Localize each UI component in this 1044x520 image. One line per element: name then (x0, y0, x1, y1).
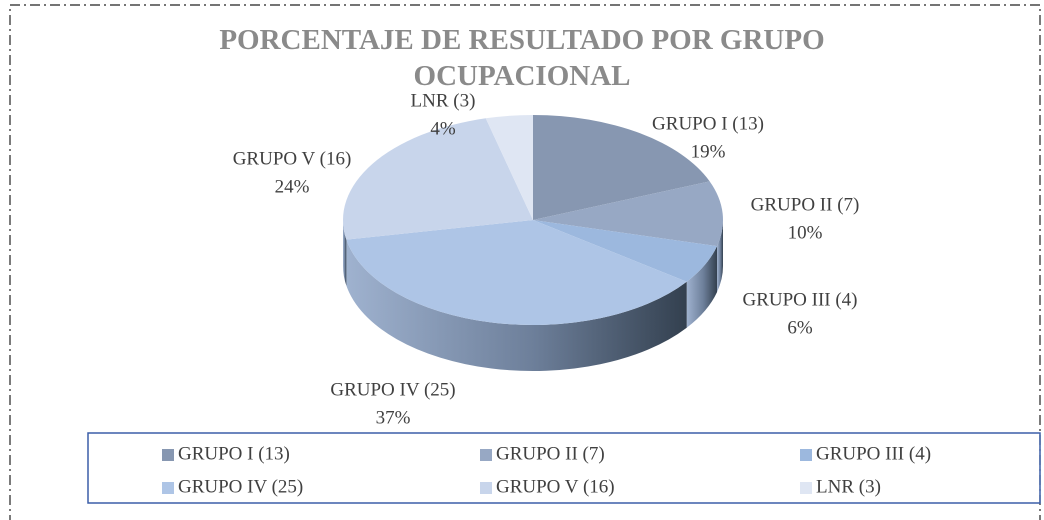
pie-side (686, 246, 718, 328)
legend-label: LNR (3) (816, 476, 881, 497)
legend-label: GRUPO II (7) (496, 443, 605, 464)
pie-side (343, 220, 347, 286)
data-label-name: GRUPO III (4) (742, 289, 857, 310)
data-label-name: GRUPO V (16) (233, 148, 352, 169)
chart-title: PORCENTAJE DE RESULTADO POR GRUPO OCUPAC… (219, 24, 825, 92)
data-label-name: GRUPO II (7) (751, 194, 860, 215)
legend-swatch (480, 449, 492, 461)
pie-side (346, 239, 687, 371)
data-label-value: 24% (275, 176, 310, 197)
legend-box (87, 432, 1041, 504)
legend-label: GRUPO I (13) (178, 443, 290, 464)
pie-slice (343, 118, 533, 240)
data-label-value: 4% (430, 118, 456, 139)
data-label-value: 19% (691, 141, 726, 162)
pie-slice (485, 115, 533, 220)
pie-slice (533, 220, 718, 282)
pie-side (717, 220, 723, 293)
data-label-value: 10% (788, 222, 823, 243)
legend-label: GRUPO III (4) (816, 443, 931, 464)
legend-label: GRUPO IV (25) (178, 476, 303, 497)
pie-slice (346, 220, 687, 325)
data-label-name: LNR (3) (411, 90, 476, 111)
data-label-name: GRUPO I (13) (652, 113, 764, 134)
legend-swatch (800, 449, 812, 461)
pie-slice (533, 181, 724, 247)
legend-swatch (162, 449, 174, 461)
legend-swatch (162, 482, 174, 494)
frame (9, 4, 1041, 520)
data-label-value: 6% (787, 317, 813, 338)
legend-label: GRUPO V (16) (496, 476, 615, 497)
data-label-name: GRUPO IV (25) (330, 379, 455, 400)
pie-slice (533, 115, 710, 220)
legend-swatch (480, 482, 492, 494)
data-label-value: 37% (376, 407, 411, 428)
legend-swatch (800, 482, 812, 494)
